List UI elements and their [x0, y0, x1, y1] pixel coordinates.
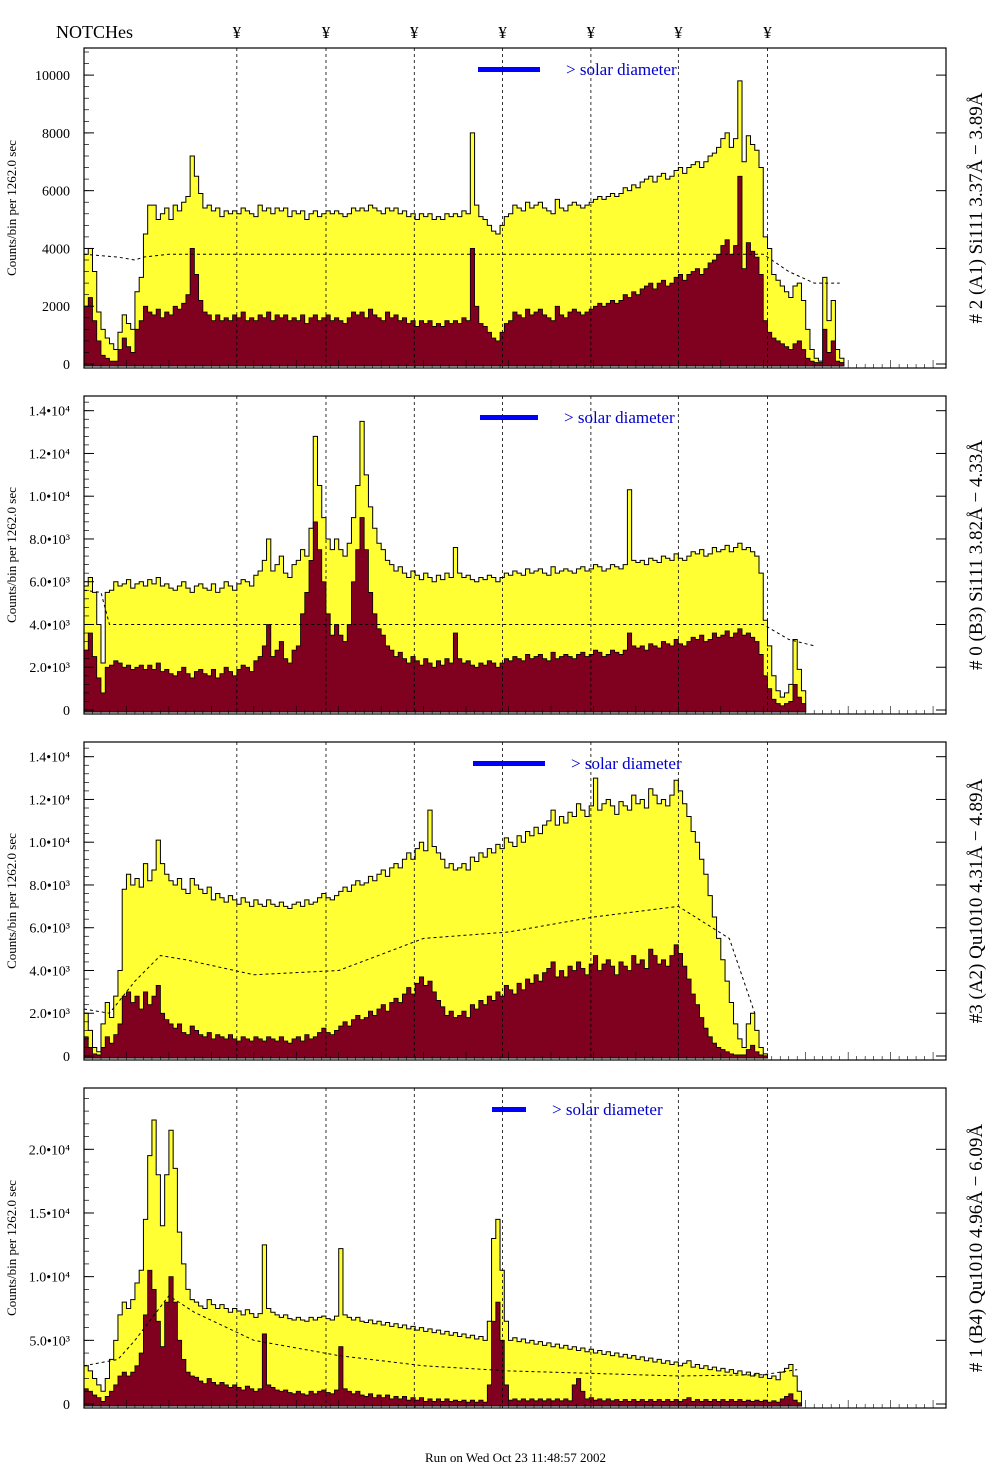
notch-symbol-3: ¥	[410, 23, 419, 42]
y-tick-label: 0	[63, 1050, 70, 1065]
channel-label: # 2 (A1) Si111 3.37Å − 3.89Å	[966, 92, 987, 323]
notches-label: NOTCHes	[56, 22, 133, 42]
y-axis-label: Counts/bin per 1262.0 sec	[4, 487, 19, 623]
plot-frame	[83, 741, 947, 1061]
notch-markers: ¥ ¥ ¥ ¥ ¥ ¥ ¥	[233, 23, 773, 42]
notch-symbol-1: ¥	[233, 23, 242, 42]
legend-text: > solar diameter	[571, 754, 682, 773]
y-tick-label: 1.0•10⁴	[29, 1271, 70, 1286]
mean-level-line	[83, 253, 840, 284]
background-counts-histogram	[83, 944, 768, 1059]
notch-symbol-2: ¥	[322, 23, 331, 42]
mean-level-line	[83, 589, 815, 647]
y-tick-label: 2000	[42, 300, 70, 315]
plot-frame	[83, 1087, 947, 1409]
y-tick-label: 2.0•10³	[29, 661, 70, 676]
notch-symbol-5: ¥	[587, 23, 596, 42]
plot-frame	[83, 395, 947, 715]
y-tick-label: 4000	[42, 242, 70, 257]
y-axis-label: Counts/bin per 1262.0 sec	[4, 1180, 19, 1316]
mean-level-line	[83, 1295, 798, 1377]
y-tick-label: 8.0•10³	[29, 879, 70, 894]
y-axis-label: Counts/bin per 1262.0 sec	[4, 140, 19, 276]
y-tick-label: 1.2•10⁴	[29, 793, 70, 808]
background-counts-histogram	[83, 1269, 802, 1407]
channel-label: # 0 (B3) Si111 3.82Å − 4.33Å	[966, 440, 987, 670]
total-counts-histogram	[83, 1119, 802, 1407]
legend-text: > solar diameter	[566, 60, 677, 79]
y-tick-label: 1.5•10⁴	[29, 1207, 70, 1222]
y-tick-label: 2.0•10⁴	[29, 1143, 70, 1158]
y-tick-label: 6000	[42, 185, 70, 200]
channel-label: #3 (A2) Qu1010 4.31Å − 4.89Å	[966, 778, 987, 1023]
y-tick-label: 5.0•10³	[29, 1334, 70, 1349]
solar-diameter-bar	[473, 761, 545, 766]
y-tick-label: 6.0•10³	[29, 922, 70, 937]
y-tick-label: 2.0•10³	[29, 1007, 70, 1022]
notch-symbol-7: ¥	[763, 23, 772, 42]
notch-symbol-6: ¥	[674, 23, 683, 42]
panel-3: 0 2.0•10³ 4.0•10³ 6.0•10³ 8.0•10³ 1.0•10⁴ 1.2•…	[4, 741, 987, 1065]
solar-diameter-bar	[480, 415, 538, 420]
background-counts-histogram	[83, 517, 807, 713]
total-counts-histogram	[83, 420, 807, 713]
legend-text: > solar diameter	[552, 1100, 663, 1119]
panels: 0 2000 4000 6000 8000 10000 Counts/bin per 126…	[4, 47, 987, 1413]
y-tick-label: 0	[63, 1398, 70, 1413]
y-tick-label: 1.2•10⁴	[29, 447, 70, 462]
y-tick-label: 0	[63, 704, 70, 719]
channel-label: # 1 (B4) Qu1010 4.96Å − 6.09Å	[966, 1124, 987, 1372]
y-tick-label: 1.4•10⁴	[29, 405, 70, 420]
legend-text: > solar diameter	[564, 408, 675, 427]
panel-4: 0 5.0•10³ 1.0•10⁴ 1.5•10⁴ 2.0•10⁴ Counts/bin …	[4, 1087, 987, 1413]
background-counts-histogram	[83, 175, 845, 367]
notch-symbol-4: ¥	[498, 23, 507, 42]
y-tick-label: 10000	[35, 69, 70, 84]
y-tick-label: 4.0•10³	[29, 618, 70, 633]
plot-frame	[83, 47, 947, 369]
solar-diameter-bar	[478, 67, 540, 72]
panel-1: 0 2000 4000 6000 8000 10000 Counts/bin per 126…	[4, 47, 987, 373]
panel-2: 0 2.0•10³ 4.0•10³ 6.0•10³ 8.0•10³ 1.0•10⁴ 1.2•…	[4, 395, 987, 719]
y-tick-label: 8000	[42, 127, 70, 142]
y-tick-label: 8.0•10³	[29, 533, 70, 548]
y-axis-label: Counts/bin per 1262.0 sec	[4, 833, 19, 969]
solar-diameter-bar	[492, 1107, 526, 1112]
y-tick-label: 1.0•10⁴	[29, 836, 70, 851]
y-tick-label: 6.0•10³	[29, 576, 70, 591]
y-tick-label: 1.4•10⁴	[29, 751, 70, 766]
y-tick-label: 1.0•10⁴	[29, 490, 70, 505]
y-tick-label: 4.0•10³	[29, 964, 70, 979]
y-tick-label: 0	[63, 358, 70, 373]
footer-run-timestamp: Run on Wed Oct 23 11:48:57 2002	[425, 1450, 606, 1465]
